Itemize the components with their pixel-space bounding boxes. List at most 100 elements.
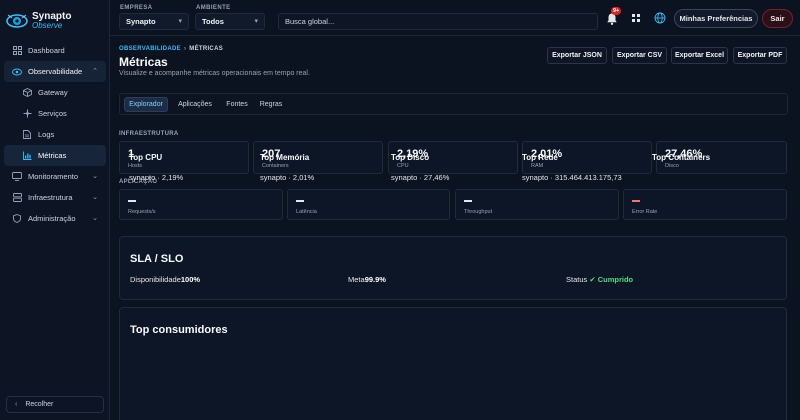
top-cpu-value: synapto · 2,19% xyxy=(129,173,184,182)
tab-fontes[interactable]: Fontes xyxy=(226,101,248,108)
metric-label: CPU xyxy=(397,163,409,169)
sidebar-item-administracao[interactable]: Administração ⌄ xyxy=(4,208,106,229)
availability-label: Disponibilidade xyxy=(130,275,181,284)
metric-label: Error Rate xyxy=(632,209,658,215)
metric-card-latencia[interactable]: Latência xyxy=(287,189,450,220)
empty-value-dash xyxy=(128,200,136,202)
metric-value: 2,01% xyxy=(531,148,563,160)
notification-badge: 9+ xyxy=(611,7,622,15)
top-rede-heading: Top Rede xyxy=(522,153,558,162)
availability-value: 100% xyxy=(180,275,201,284)
metric-card-containers[interactable]: 207 Containers xyxy=(253,141,383,174)
sla-availability: Disponibilidade100% xyxy=(130,275,200,284)
empresa-label: EMPRESA xyxy=(120,5,153,11)
chevron-left-icon: ‹ xyxy=(15,401,18,408)
export-excel-button[interactable]: Exportar Excel xyxy=(671,47,728,64)
metric-label: Disco xyxy=(665,163,679,169)
collapse-sidebar-button[interactable]: ‹ Recolher xyxy=(6,396,104,413)
chevron-down-icon: ⌄ xyxy=(92,173,98,180)
sidebar-item-label: Administração xyxy=(28,214,76,223)
grid-icon xyxy=(12,46,22,56)
apps-grid-icon[interactable] xyxy=(630,12,642,24)
eye-logo-icon xyxy=(6,14,28,28)
metric-value: 1 xyxy=(128,148,135,160)
sidebar-item-label: Serviços xyxy=(38,109,67,118)
metric-card-requests[interactable]: Requests/s xyxy=(119,189,283,220)
preferences-button[interactable]: Minhas Preferências xyxy=(674,9,758,28)
bar-chart-icon xyxy=(22,151,32,161)
globe-icon[interactable] xyxy=(654,12,666,24)
sidebar: Synapto Observe Dashboard Observabilidad… xyxy=(0,0,110,420)
sidebar-item-logs[interactable]: Logs xyxy=(4,124,106,145)
tab-regras[interactable]: Regras xyxy=(259,101,283,108)
logo[interactable]: Synapto Observe xyxy=(6,8,106,34)
app-section-label: APLICAÇÃO xyxy=(119,179,158,185)
sidebar-item-label: Observabilidade xyxy=(28,67,83,76)
cube-icon xyxy=(22,88,32,98)
sidebar-item-label: Monitoramento xyxy=(28,172,79,181)
metric-card-cpu[interactable]: 2,19% CPU xyxy=(388,141,518,174)
shield-icon xyxy=(12,214,22,224)
sidebar-item-dashboard[interactable]: Dashboard xyxy=(4,40,106,61)
metric-label: Latência xyxy=(296,209,317,215)
metric-card-ram[interactable]: 2,01% RAM xyxy=(522,141,652,174)
collapse-label: Recolher xyxy=(25,401,54,408)
breadcrumb-separator: › xyxy=(183,46,187,52)
sidebar-item-gateway[interactable]: Gateway xyxy=(4,82,106,103)
sidebar-item-observabilidade[interactable]: Observabilidade ⌃ xyxy=(4,61,106,82)
sidebar-item-label: Métricas xyxy=(38,151,67,160)
nodes-icon xyxy=(22,109,32,119)
empty-value-dash xyxy=(464,200,472,202)
file-icon xyxy=(22,130,32,140)
metric-card-throughput[interactable]: Throughput xyxy=(455,189,619,220)
sla-status: Status ✔ Cumprido xyxy=(566,275,633,284)
metric-card-disco[interactable]: 27,46% Disco xyxy=(656,141,787,174)
empresa-select[interactable]: Synapto ▾ xyxy=(119,13,189,30)
top-disco-value: synapto · 27,46% xyxy=(391,173,450,182)
brand-product: Observe xyxy=(32,21,63,30)
sidebar-item-monitoramento[interactable]: Monitoramento ⌄ xyxy=(4,166,106,187)
top-rede-value: synapto · 315.464.413.175,73 xyxy=(522,173,622,182)
tab-aplicacoes[interactable]: Aplicações xyxy=(178,101,212,108)
ambiente-value: Todos xyxy=(202,17,224,26)
logout-button[interactable]: Sair xyxy=(762,9,793,28)
sidebar-item-servicos[interactable]: Serviços xyxy=(4,103,106,124)
sidebar-item-metricas[interactable]: Métricas xyxy=(4,145,106,166)
empty-value-dash xyxy=(632,200,640,202)
metric-value: 207 xyxy=(262,148,281,160)
sidebar-nav: Dashboard Observabilidade ⌃ Gateway Serv… xyxy=(0,40,110,229)
top-consumers-panel: Top consumidores xyxy=(119,307,787,420)
top-disco-heading: Top Disco xyxy=(391,153,430,162)
goal-value: 99.9% xyxy=(364,275,386,284)
empresa-value: Synapto xyxy=(126,17,156,26)
ambiente-select[interactable]: Todos ▾ xyxy=(195,13,265,30)
sidebar-item-infraestrutura[interactable]: Infraestrutura ⌄ xyxy=(4,187,106,208)
bell-icon[interactable] xyxy=(604,11,620,27)
goal-label: Meta xyxy=(348,275,365,284)
metric-label: Throughput xyxy=(464,209,493,215)
export-pdf-button[interactable]: Exportar PDF xyxy=(733,47,787,64)
metric-card-hosts[interactable]: 1 Hosts xyxy=(119,141,249,174)
chevron-down-icon: ⌄ xyxy=(92,194,98,201)
sla-panel: SLA / SLO Disponibilidade100% Meta99.9% … xyxy=(119,236,787,300)
breadcrumb-current: MÉTRICAS xyxy=(189,46,223,52)
breadcrumb-root[interactable]: OBSERVABILIDADE xyxy=(119,46,181,52)
server-icon xyxy=(12,193,22,203)
sla-goal: Meta99.9% xyxy=(348,275,386,284)
chevron-down-icon: ▾ xyxy=(254,18,258,25)
export-json-button[interactable]: Exportar JSON xyxy=(547,47,607,64)
breadcrumb: OBSERVABILIDADE › MÉTRICAS xyxy=(119,46,223,52)
export-csv-button[interactable]: Exportar CSV xyxy=(612,47,667,64)
tab-explorador[interactable]: Explorador xyxy=(124,97,168,112)
chevron-up-icon: ⌃ xyxy=(92,68,98,75)
top-consumers-title: Top consumidores xyxy=(130,324,228,336)
global-search-input[interactable]: Busca global... xyxy=(278,13,598,30)
metric-value: 2,19% xyxy=(397,148,429,160)
empty-value-dash xyxy=(296,200,304,202)
top-memoria-heading: Top Memória xyxy=(260,153,310,162)
top-cpu-heading: Top CPU xyxy=(129,153,163,162)
metric-card-error-rate[interactable]: Error Rate xyxy=(623,189,787,220)
search-placeholder: Busca global... xyxy=(285,17,335,26)
infra-section-label: INFRAESTRUTURA xyxy=(119,131,179,137)
sidebar-item-label: Dashboard xyxy=(28,46,65,55)
